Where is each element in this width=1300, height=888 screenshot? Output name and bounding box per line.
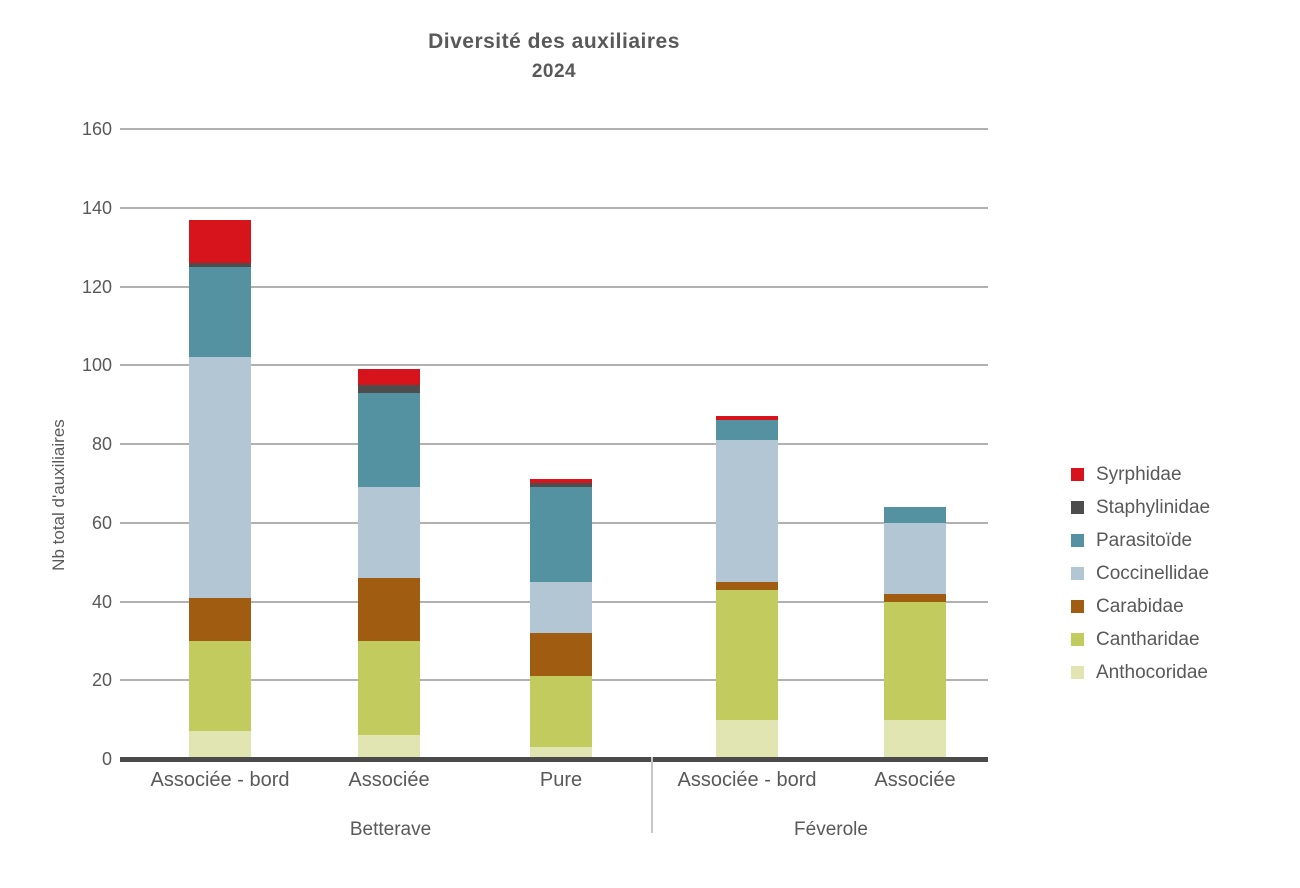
group-divider — [651, 757, 653, 833]
bar-segment-syrphidae — [189, 219, 251, 263]
y-tick-label: 160 — [81, 119, 112, 139]
bar-segment-carabidae — [358, 577, 420, 641]
bar-segment-carabidae — [530, 633, 592, 677]
bar-segment-cantharidae — [530, 676, 592, 748]
legend-item: Anthocoridae — [1071, 656, 1210, 689]
legend-item: Syrphidae — [1071, 458, 1210, 491]
y-tick-label: 80 — [91, 434, 112, 454]
bar-segment-anthocoridae — [716, 719, 778, 759]
y-tick-label: 140 — [81, 197, 112, 218]
bar-segment-cantharidae — [716, 589, 778, 720]
bar-segment-cantharidae — [884, 601, 946, 720]
x-tick-label: Associée - bord — [677, 769, 817, 791]
legend-label: Parasitoïde — [1096, 529, 1193, 551]
y-tick-label: 40 — [91, 591, 112, 612]
x-tick-label: Pure — [539, 769, 583, 791]
y-tick-label: 0 — [101, 749, 112, 769]
legend-label: Syrphidae — [1096, 463, 1182, 485]
chart-subtitle: 2024 — [531, 61, 577, 82]
legend-item: Coccinellidae — [1071, 557, 1210, 590]
bar-segment-parasitode — [189, 266, 251, 358]
legend-swatch-syrphidae — [1071, 468, 1084, 481]
bar-segment-cantharidae — [189, 640, 251, 732]
bar-segment-syrphidae — [358, 369, 420, 385]
legend-swatch-cantharidae — [1071, 633, 1084, 646]
x-tick-label: Associée — [348, 769, 430, 791]
bar-segment-parasitode — [358, 392, 420, 488]
legend-swatch-anthocoridae — [1071, 666, 1084, 679]
legend-item: Cantharidae — [1071, 623, 1210, 656]
bar-segment-coccinellidae — [189, 357, 251, 598]
chart-title: Diversité des auxiliaires — [428, 30, 680, 53]
gridline — [120, 443, 988, 445]
legend-swatch-coccinellidae — [1071, 567, 1084, 580]
gridline — [120, 206, 988, 209]
x-tick-label: Associée — [874, 769, 956, 791]
legend-item: Staphylinidae — [1071, 491, 1210, 524]
bar-segment-cantharidae — [358, 640, 420, 736]
legend-label: Staphylinidae — [1096, 496, 1211, 518]
gridline — [120, 128, 988, 130]
legend-label: Coccinellidae — [1096, 562, 1210, 584]
bar-segment-coccinellidae — [530, 581, 592, 633]
gridline — [120, 285, 988, 288]
y-tick-label: 120 — [81, 276, 112, 297]
x-tick-label: Associée - bord — [150, 769, 290, 791]
bar-segment-coccinellidae — [884, 522, 946, 594]
legend-item: Parasitoïde — [1071, 524, 1210, 557]
bar-segment-anthocoridae — [189, 731, 251, 759]
y-tick-label: 60 — [91, 512, 112, 533]
bar-segment-anthocoridae — [530, 747, 592, 759]
bar-segment-staphylinidae — [358, 384, 420, 393]
legend-label: Anthocoridae — [1096, 661, 1208, 683]
legend-swatch-parasitode — [1071, 534, 1084, 547]
legend-label: Carabidae — [1096, 595, 1184, 617]
group-label-betterave: Betterave — [349, 819, 432, 840]
y-tick-label: 20 — [91, 670, 112, 691]
bar-segment-staphylinidae — [530, 483, 592, 488]
y-tick-label: 100 — [81, 355, 112, 376]
x-axis-line — [120, 757, 988, 762]
legend: Syrphidae Staphylinidae Parasitoïde Coccine… — [1071, 458, 1210, 689]
bar-segment-carabidae — [716, 581, 778, 590]
bar-segment-syrphidae — [716, 416, 778, 421]
bar-segment-staphylinidae — [189, 262, 251, 267]
bar-segment-parasitode — [716, 420, 778, 441]
legend-label: Cantharidae — [1096, 628, 1200, 650]
bar-segment-syrphidae — [530, 479, 592, 484]
bar-segment-carabidae — [189, 597, 251, 641]
legend-swatch-carabidae — [1071, 600, 1084, 613]
bar-segment-anthocoridae — [884, 719, 946, 759]
gridline — [120, 364, 988, 367]
bar-segment-parasitode — [530, 487, 592, 582]
bar-segment-coccinellidae — [716, 440, 778, 582]
legend-swatch-staphylinidae — [1071, 501, 1084, 514]
bar-segment-coccinellidae — [358, 487, 420, 578]
group-label-fverole: Féverole — [794, 819, 868, 840]
bar-segment-parasitode — [884, 507, 946, 523]
bar-segment-carabidae — [884, 593, 946, 602]
legend-item: Carabidae — [1071, 590, 1210, 623]
bar-segment-anthocoridae — [358, 735, 420, 759]
